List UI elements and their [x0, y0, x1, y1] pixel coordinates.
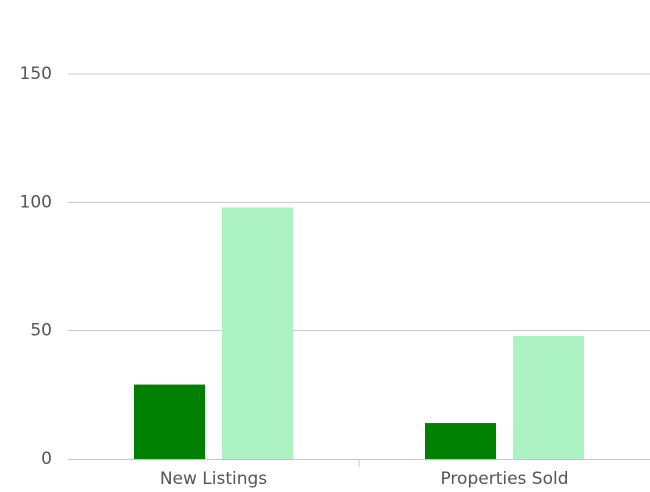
y-tick-label: 150	[20, 64, 52, 84]
y-tick-label: 100	[20, 192, 52, 212]
y-tick-label: 50	[30, 321, 52, 341]
x-tick-label: Properties Sold	[440, 469, 568, 489]
bar	[134, 384, 205, 459]
bar	[513, 335, 584, 459]
bar	[425, 423, 496, 459]
bar	[222, 207, 293, 459]
x-tick-label: New Listings	[160, 469, 267, 489]
y-tick-label: 0	[41, 449, 52, 469]
